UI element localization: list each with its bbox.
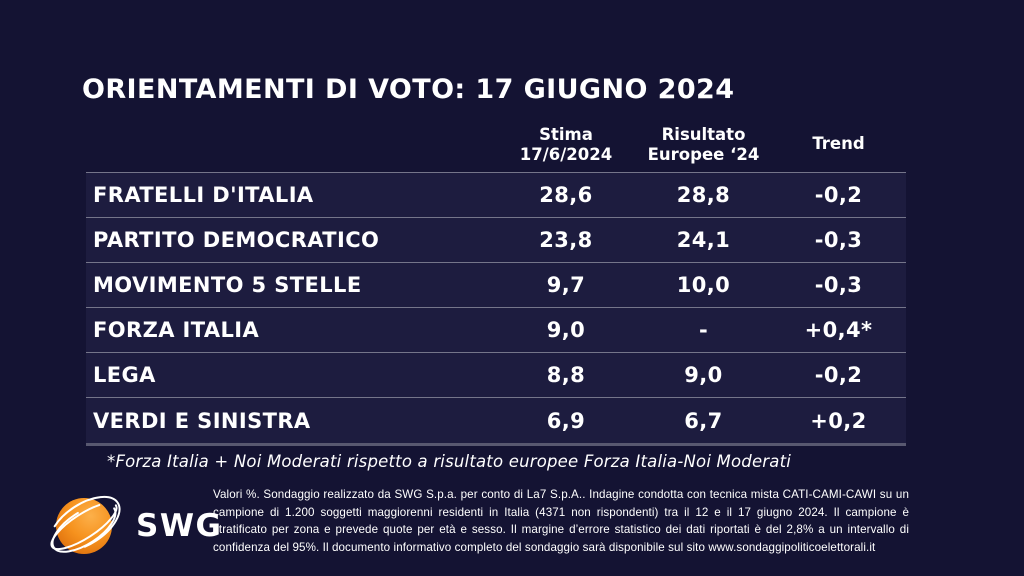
header-trend-label: Trend [812, 133, 865, 153]
stima-value: 6,9 [546, 408, 586, 433]
logo-text: SWG [136, 508, 223, 544]
party-name: MOVIMENTO 5 STELLE [93, 273, 362, 297]
stima-value: 9,7 [546, 273, 586, 297]
disclaimer-text: Valori %. Sondaggio realizzato da SWG S.… [213, 488, 909, 555]
header-risultato-line1: Risultato [661, 124, 746, 144]
risultato-value: 24,1 [676, 228, 731, 252]
table-row: PARTITO DEMOCRATICO 23,8 24,1 -0,3 [86, 218, 906, 263]
header-stima: Stima 17/6/2024 [496, 118, 636, 172]
table-row: LEGA 8,8 9,0 -0,2 [86, 353, 906, 398]
header-trend: Trend [771, 118, 906, 172]
party-name: FRATELLI D'ITALIA [93, 183, 314, 207]
header-party [86, 118, 496, 172]
party-name: VERDI E SINISTRA [93, 408, 311, 433]
table-rows: FRATELLI D'ITALIA 28,6 28,8 -0,2 PARTITO… [86, 172, 906, 446]
party-name: PARTITO DEMOCRATICO [93, 228, 380, 252]
party-name: LEGA [93, 363, 156, 387]
table-row: FORZA ITALIA 9,0 - +0,4* [86, 308, 906, 353]
globe-icon [49, 495, 121, 554]
party-name: FORZA ITALIA [93, 318, 260, 342]
page-title: ORIENTAMENTI DI VOTO: 17 GIUGNO 2024 [82, 74, 735, 105]
trend-value: +0,4* [804, 318, 873, 342]
trend-value: -0,2 [814, 363, 863, 387]
table-row: FRATELLI D'ITALIA 28,6 28,8 -0,2 [86, 173, 906, 218]
swg-logo: SWG [44, 488, 222, 564]
header-stima-line2: 17/6/2024 [519, 144, 613, 164]
risultato-value: 28,8 [676, 183, 731, 207]
stima-value: 8,8 [546, 363, 586, 387]
footnote: *Forza Italia + Noi Moderati rispetto a … [107, 452, 792, 471]
trend-value: +0,2 [810, 408, 867, 433]
table-row: MOVIMENTO 5 STELLE 9,7 10,0 -0,3 [86, 263, 906, 308]
poll-table: Stima 17/6/2024 Risultato Europee ‘24 Tr… [86, 118, 906, 446]
risultato-value: 10,0 [676, 273, 731, 297]
risultato-value: 6,7 [684, 408, 723, 433]
trend-value: -0,3 [814, 273, 863, 297]
stima-value: 28,6 [539, 183, 593, 207]
header-stima-line1: Stima [539, 124, 593, 144]
header-risultato-line2: Europee ‘24 [647, 144, 760, 164]
header-risultato: Risultato Europee ‘24 [636, 118, 771, 172]
table-row: VERDI E SINISTRA 6,9 6,7 +0,2 [86, 398, 906, 443]
table-header: Stima 17/6/2024 Risultato Europee ‘24 Tr… [86, 118, 906, 172]
trend-value: -0,3 [814, 228, 863, 252]
stima-value: 9,0 [546, 318, 586, 342]
risultato-value: - [698, 318, 709, 342]
trend-value: -0,2 [814, 183, 863, 207]
risultato-value: 9,0 [684, 363, 723, 387]
stima-value: 23,8 [539, 228, 593, 252]
